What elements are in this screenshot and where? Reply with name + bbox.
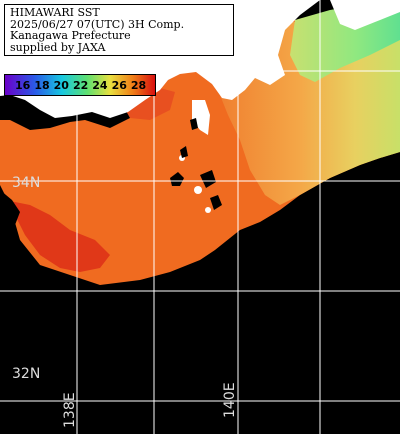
info-box: HIMAWARI SST 2025/06/27 07(UTC) 3H Comp.… (4, 4, 234, 56)
temperature-legend: 16 18 20 22 24 26 28 (4, 74, 156, 96)
legend-label: 28 (130, 78, 147, 92)
legend-label: 24 (92, 78, 108, 92)
legend-label: 18 (34, 78, 50, 92)
info-region: Kanagawa Prefecture (10, 29, 131, 42)
land-izu-peninsula (192, 100, 210, 135)
land-boso-peninsula (330, 0, 400, 30)
cloud-south (0, 168, 400, 434)
legend-label: 20 (53, 78, 69, 92)
cloud-west-patch (0, 190, 20, 225)
lon-label-140e: 140E (222, 382, 238, 418)
legend-label: 22 (72, 78, 89, 92)
cloud-patch (210, 195, 222, 210)
lon-label-138e: 138E (62, 392, 78, 428)
legend-label: 26 (111, 78, 127, 92)
cloud-patch (170, 172, 184, 186)
info-datetime: 2025/06/27 07(UTC) 3H Comp. (10, 17, 185, 31)
legend-label: 16 (15, 78, 31, 92)
cloud-patch (200, 170, 216, 188)
lat-label-34n: 34N (12, 175, 41, 191)
island (205, 207, 211, 213)
ocean-hot-patch-center (120, 88, 175, 120)
cloud-patch (180, 146, 188, 158)
cloud-patch (190, 118, 198, 130)
info-credit: supplied by JAXA (10, 40, 106, 54)
island (194, 186, 202, 194)
info-title: HIMAWARI SST (10, 6, 100, 19)
lat-label-32n: 32N (12, 366, 41, 382)
ocean-hot-patch-west (5, 200, 110, 272)
